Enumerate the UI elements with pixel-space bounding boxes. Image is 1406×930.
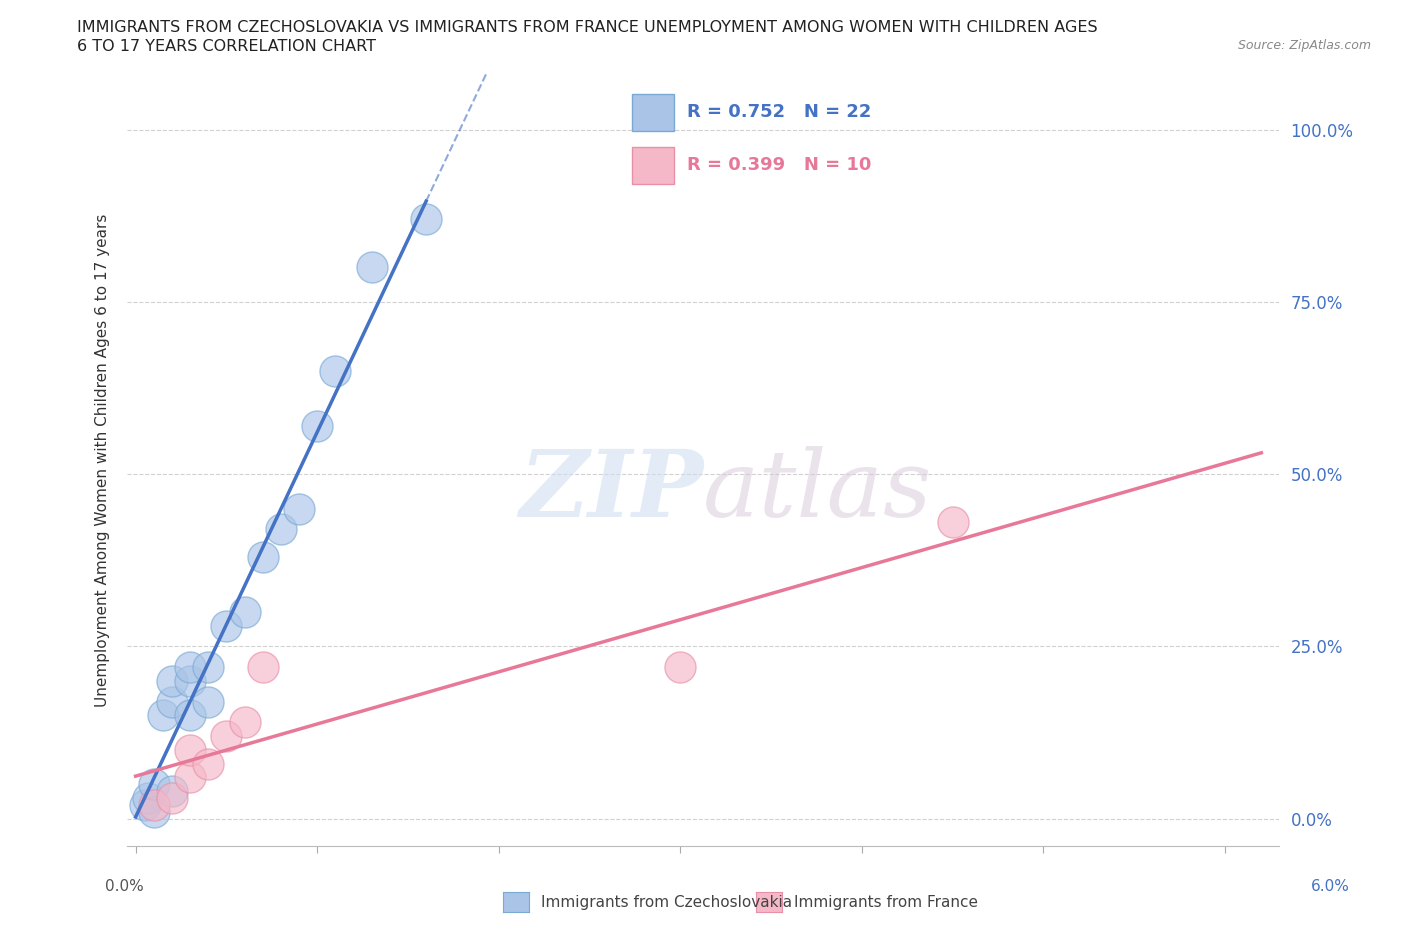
Text: 6 TO 17 YEARS CORRELATION CHART: 6 TO 17 YEARS CORRELATION CHART [77, 39, 377, 54]
Point [197, 694, 219, 709]
Y-axis label: Unemployment Among Women with Children Ages 6 to 17 years: Unemployment Among Women with Children A… [94, 214, 110, 707]
Point [160, 673, 183, 688]
Point [179, 770, 201, 785]
Point [307, 418, 329, 433]
Point [669, 659, 692, 674]
Point [197, 756, 219, 771]
Point [136, 790, 159, 805]
Point [134, 798, 156, 813]
Point [160, 790, 183, 805]
Text: IMMIGRANTS FROM CZECHOSLOVAKIA VS IMMIGRANTS FROM FRANCE UNEMPLOYMENT AMONG WOME: IMMIGRANTS FROM CZECHOSLOVAKIA VS IMMIGR… [77, 20, 1098, 35]
Point [325, 364, 347, 379]
Text: ZIP: ZIP [519, 446, 703, 537]
Point [942, 515, 965, 530]
Point [179, 673, 201, 688]
Point [142, 804, 165, 819]
Point [160, 784, 183, 799]
Point [179, 708, 201, 723]
Point [288, 501, 311, 516]
Text: 6.0%: 6.0% [1310, 879, 1350, 894]
Point [360, 259, 382, 275]
Text: 0.0%: 0.0% [105, 879, 145, 894]
Point [179, 742, 201, 757]
Point [215, 618, 238, 633]
Point [233, 604, 256, 619]
Text: atlas: atlas [703, 446, 932, 537]
Point [233, 715, 256, 730]
Text: Immigrants from France: Immigrants from France [794, 895, 979, 910]
Point [179, 659, 201, 674]
Point [152, 708, 174, 723]
Point [252, 659, 274, 674]
Text: Source: ZipAtlas.com: Source: ZipAtlas.com [1237, 39, 1371, 52]
Text: Immigrants from Czechoslovakia: Immigrants from Czechoslovakia [541, 895, 793, 910]
Point [215, 728, 238, 743]
Point [160, 694, 183, 709]
Point [270, 522, 292, 537]
Point [142, 798, 165, 813]
Point [142, 777, 165, 791]
Point [197, 659, 219, 674]
Point [415, 212, 437, 227]
Point [252, 550, 274, 565]
